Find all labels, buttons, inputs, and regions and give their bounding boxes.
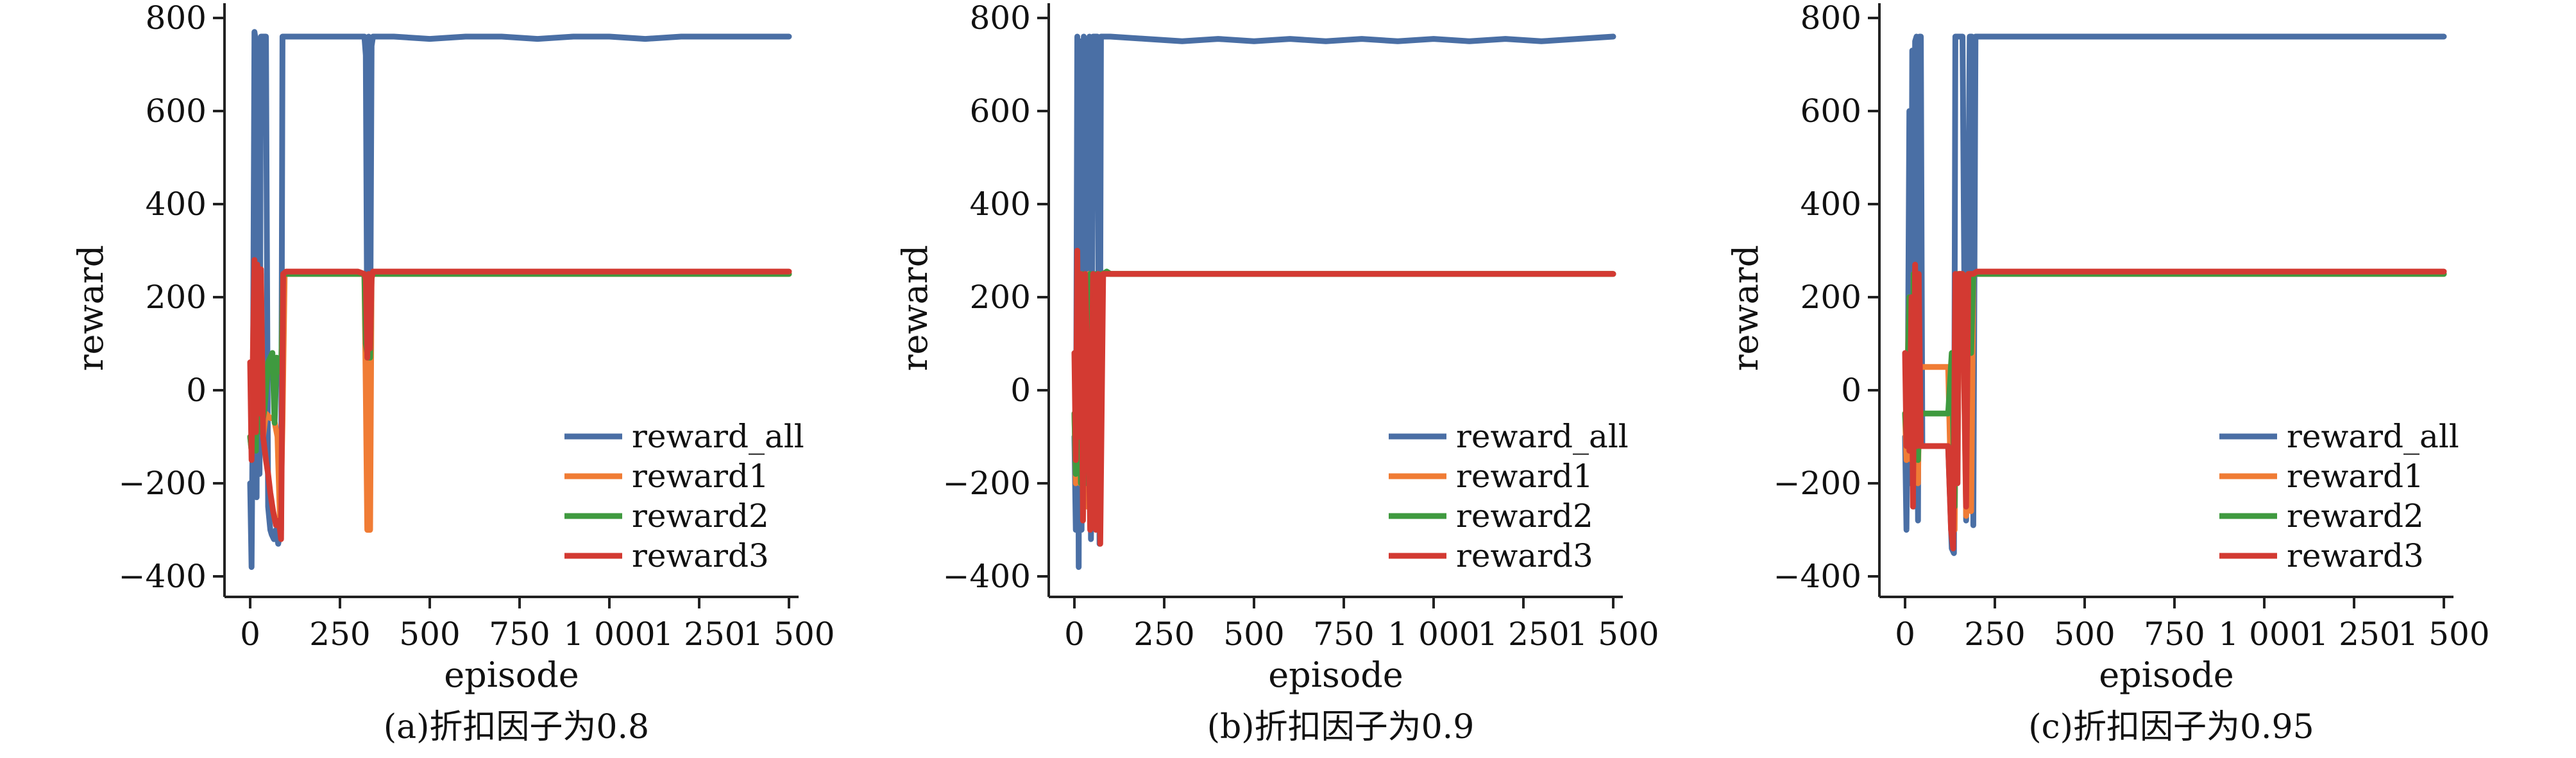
y-tick-label: 400 [970,185,1031,223]
x-tick-label: 500 [399,616,460,653]
y-axis-label: reward [1725,245,1766,372]
x-tick-label: 0 [240,616,260,653]
x-tick-label: 1 250 [2308,616,2400,653]
y-tick-label: 800 [970,0,1031,37]
y-tick-label: 200 [970,279,1031,316]
y-axis-label: reward [71,245,111,372]
x-axis-label: episode [444,655,579,695]
legend-label: reward2 [1456,497,1593,535]
x-tick-label: 500 [1223,616,1284,653]
x-axis-label: episode [2099,655,2234,695]
panel-caption: (c)折扣因子为0.95 [2028,708,2314,746]
legend-label: reward_all [1456,418,1629,455]
series-line-reward3 [1071,248,1616,547]
legend-label: reward3 [1456,537,1593,574]
legend-label: reward1 [2287,458,2424,495]
y-tick-label: −400 [119,558,207,595]
x-tick-label: 1 000 [1387,616,1479,653]
y-tick-label: −400 [943,558,1031,595]
y-tick-label: 200 [1801,279,1861,316]
x-tick-label: 250 [309,616,370,653]
y-tick-label: −200 [1774,465,1861,502]
x-tick-label: 1 250 [653,616,745,653]
x-tick-label: 1 500 [1567,616,1659,653]
y-tick-label: 800 [146,0,207,37]
y-tick-label: 600 [970,92,1031,130]
y-tick-label: 0 [186,372,207,409]
series-line-reward3 [247,257,792,542]
x-tick-label: 1 250 [1477,616,1569,653]
legend-label: reward1 [1456,458,1593,495]
y-tick-label: 0 [1841,372,1861,409]
legend-label: reward2 [2287,497,2424,535]
y-tick-label: 200 [146,279,207,316]
series-line-reward3 [1902,261,2447,551]
panel-caption: (a)折扣因子为0.8 [384,708,649,746]
y-tick-label: 0 [1010,372,1031,409]
y-tick-label: −200 [943,465,1031,502]
x-axis-label: episode [1268,655,1403,695]
panel-caption: (b)折扣因子为0.9 [1207,708,1475,746]
y-tick-label: 800 [1801,0,1861,37]
x-tick-label: 1 500 [2398,616,2489,653]
x-tick-label: 1 000 [2218,616,2310,653]
x-tick-label: 500 [2054,616,2115,653]
x-tick-label: 750 [489,616,550,653]
legend-label: reward_all [2287,418,2459,455]
y-axis-label: reward [895,245,935,372]
x-tick-label: 0 [1064,616,1085,653]
x-tick-label: 750 [1313,616,1374,653]
y-tick-label: 400 [146,185,207,223]
y-tick-label: 600 [1801,92,1861,130]
y-tick-label: −200 [119,465,207,502]
legend-label: reward1 [632,458,769,495]
y-tick-label: 400 [1801,185,1861,223]
y-tick-label: −400 [1774,558,1861,595]
x-tick-label: 250 [1964,616,2025,653]
legend-label: reward3 [632,537,769,574]
legend-label: reward_all [632,418,804,455]
x-tick-label: 250 [1133,616,1194,653]
x-tick-label: 1 000 [563,616,655,653]
x-tick-label: 750 [2144,616,2205,653]
legend-label: reward2 [632,497,769,535]
legend-label: reward3 [2287,537,2424,574]
x-tick-label: 1 500 [743,616,835,653]
y-tick-label: 600 [146,92,207,130]
x-tick-label: 0 [1895,616,1915,653]
